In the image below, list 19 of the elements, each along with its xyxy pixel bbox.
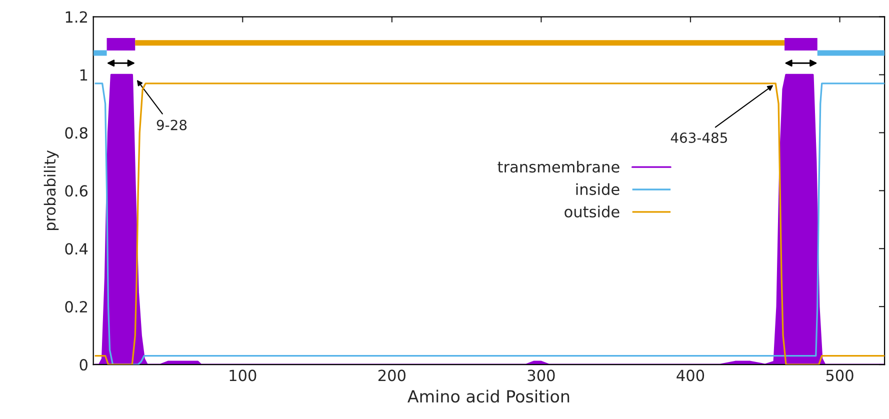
legend-label: outside [564, 206, 620, 218]
legend-label: transmembrane [498, 160, 620, 173]
y-tick-label: 0.6 [65, 185, 88, 197]
y-axis-title: probability [44, 150, 59, 230]
y-tick-label: 1 [80, 69, 88, 81]
x-tick-label: 100 [230, 370, 256, 382]
y-tick-label: 0.4 [65, 243, 88, 255]
annotation: 463-485 [670, 132, 727, 143]
y-tick-label: 0.8 [65, 127, 88, 139]
legend-label: inside [576, 183, 620, 196]
y-tick-label: 0.2 [65, 301, 87, 313]
y-tick-label: 1.2 [66, 11, 87, 23]
x-tick-label: 200 [378, 370, 406, 382]
x-tick-label: 400 [676, 370, 704, 382]
x-tick-label: 500 [826, 370, 854, 382]
x-axis-title: Amino acid Position [408, 390, 570, 403]
annotation: 9-28 [156, 120, 187, 130]
x-tick-label: 300 [528, 370, 555, 382]
y-tick-label: 0 [80, 358, 88, 371]
